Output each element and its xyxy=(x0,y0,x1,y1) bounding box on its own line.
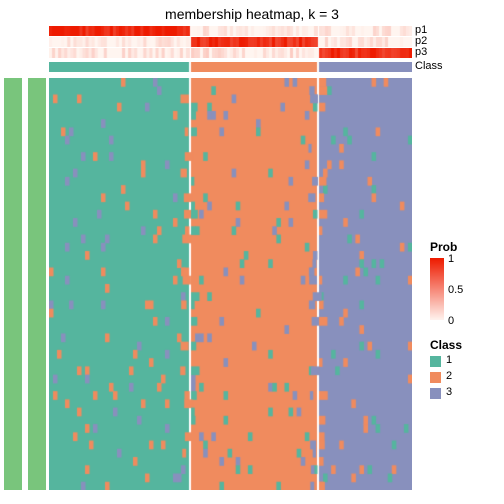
annotation-row-class xyxy=(49,62,412,72)
legend-class-label-3: 3 xyxy=(446,386,452,398)
main-heatmap xyxy=(49,78,412,490)
label-p3: p3 xyxy=(415,46,427,58)
legend-prob-tick-2: 0.5 xyxy=(448,284,463,296)
annotation-row-p2 xyxy=(49,37,412,47)
green-strip-1 xyxy=(4,78,22,490)
legend-prob-tick-3: 0 xyxy=(448,315,454,327)
legend-class-swatch-2 xyxy=(430,372,441,383)
legend-prob-colorbar xyxy=(430,258,444,320)
legend-prob-tick-1: 1 xyxy=(448,253,454,265)
green-strip-2 xyxy=(28,78,46,490)
annotation-row-p1 xyxy=(49,26,412,36)
label-class: Class xyxy=(415,60,443,72)
legend-class-label-2: 2 xyxy=(446,370,452,382)
legend-class-label-1: 1 xyxy=(446,354,452,366)
legend-class-swatch-3 xyxy=(430,388,441,399)
annotation-row-p3 xyxy=(49,48,412,58)
legend-class-title: Class xyxy=(430,338,462,352)
legend-class-swatch-1 xyxy=(430,356,441,367)
chart-title: membership heatmap, k = 3 xyxy=(0,6,504,22)
legend-prob-title: Prob xyxy=(430,240,457,254)
